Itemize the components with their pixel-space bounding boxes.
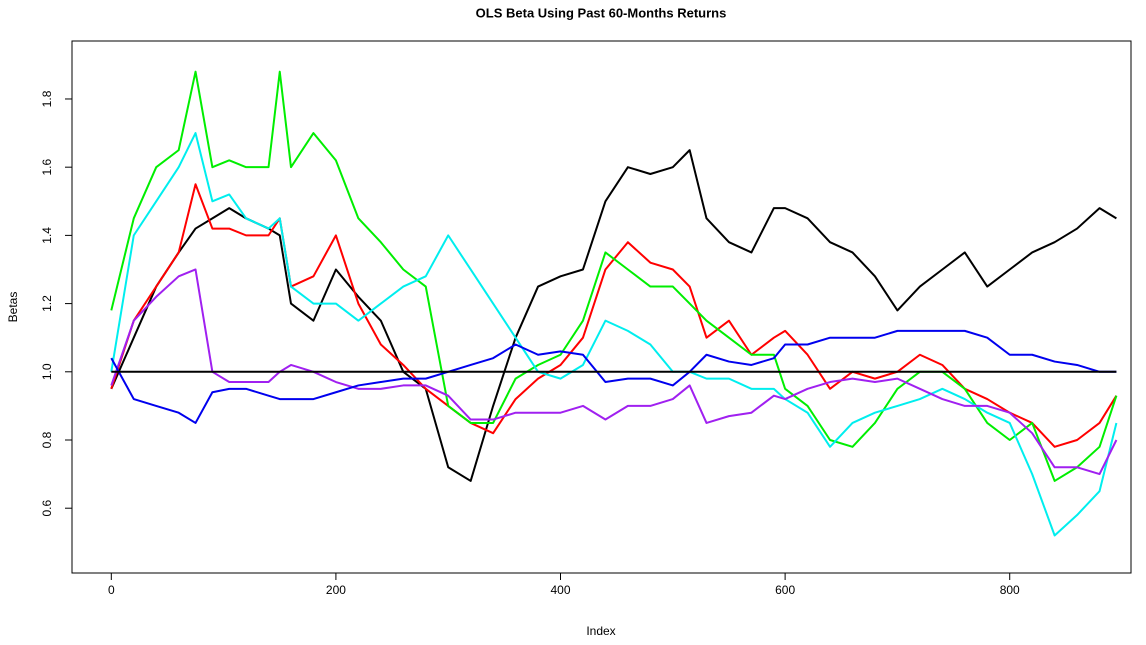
series-line [110, 268, 1118, 476]
y-axis-label: Betas [6, 292, 20, 323]
y-tick-label: 1.2 [40, 295, 54, 312]
plot-frame [71, 40, 1132, 574]
y-tick-label: 0.6 [40, 500, 54, 517]
x-tick-label: 600 [775, 583, 795, 597]
series-line [110, 329, 1117, 424]
x-tick-label: 800 [1000, 583, 1020, 597]
x-tick-label: 400 [550, 583, 570, 597]
y-tick-label: 1.4 [40, 227, 54, 244]
x-tick-label: 0 [108, 583, 115, 597]
x-axis-label: Index [586, 624, 615, 638]
series-line [110, 149, 1117, 482]
y-tick-label: 1.6 [40, 159, 54, 176]
series-line [110, 183, 1118, 448]
x-tick-label: 200 [326, 583, 346, 597]
series-line [110, 132, 1118, 537]
chart-title: OLS Beta Using Past 60-Months Returns [476, 5, 727, 20]
y-tick-label: 1.8 [40, 90, 54, 107]
y-tick-label: 1.0 [40, 363, 54, 380]
y-tick-label: 0.8 [40, 431, 54, 448]
series-line [110, 70, 1118, 482]
